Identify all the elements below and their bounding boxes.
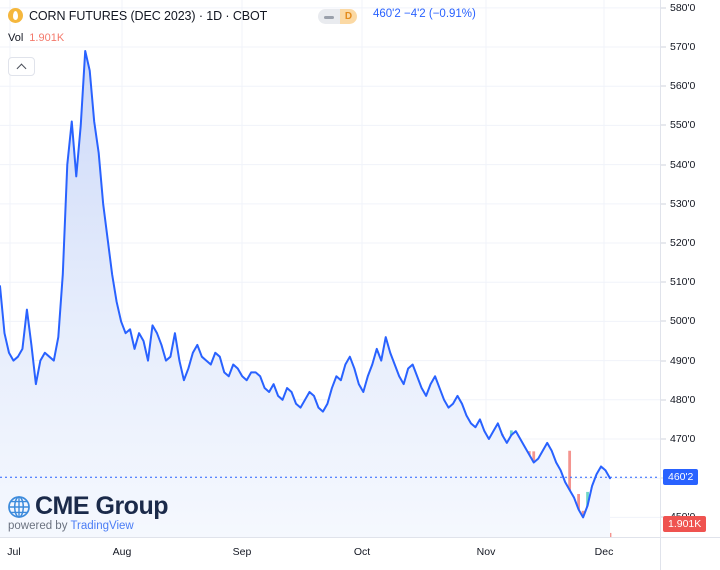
price-tick-mark — [661, 399, 666, 401]
interval-toggle[interactable]: D — [318, 9, 357, 24]
price-tick-label: 540'0 — [670, 158, 696, 171]
volume-value: 1.901K — [29, 32, 65, 44]
price-tick-label: 570'0 — [670, 41, 696, 54]
chart-legend: CORN FUTURES (DEC 2023) · 1D · CBOT D 46… — [0, 0, 660, 46]
price-tick-mark — [661, 7, 666, 9]
price-tick-label: 480'0 — [670, 393, 696, 406]
axis-corner — [660, 537, 720, 570]
price-line — [0, 49, 611, 519]
price-tick-mark — [661, 46, 666, 48]
time-tick-label: Nov — [476, 546, 496, 558]
price-tick-label: 560'0 — [670, 80, 696, 93]
price-tick-label: 550'0 — [670, 119, 696, 132]
minus-icon[interactable] — [318, 9, 340, 24]
current-price-badge[interactable]: 460'2 — [663, 469, 699, 486]
price-tick-mark — [661, 85, 666, 87]
price-tick-label: 580'0 — [670, 1, 696, 14]
time-tick-label: Aug — [112, 546, 132, 558]
time-tick-label: Oct — [353, 546, 371, 558]
price-tick-label: 500'0 — [670, 315, 696, 328]
price-tick-label: 490'0 — [670, 354, 696, 367]
price-tick-mark — [661, 242, 666, 244]
volume-label: Vol — [8, 32, 24, 44]
price-tick-mark — [661, 124, 666, 126]
time-scale[interactable]: Jul Aug Sep Oct Nov Dec — [0, 537, 660, 570]
price-tick-mark — [661, 438, 666, 440]
price-tick-mark — [661, 203, 666, 205]
price-tick-label: 470'0 — [670, 433, 696, 445]
price-quote: 460'2 −4'2 (−0.91%) — [373, 8, 476, 20]
price-tick-mark — [661, 164, 666, 166]
price-scale[interactable]: 580'0 570'0 560'0 550'0 540'0 530'0 520'0 510'0… — [660, 0, 720, 559]
price-tick-label: 510'0 — [670, 276, 696, 289]
chevron-up-icon — [18, 63, 26, 71]
symbol-row[interactable]: CORN FUTURES (DEC 2023) · 1D · CBOT — [8, 8, 267, 23]
time-tick-label: Sep — [232, 546, 252, 558]
volume-badge[interactable]: 1.901K — [663, 516, 707, 532]
price-tick-mark — [661, 360, 666, 362]
price-area-fill — [0, 50, 610, 537]
price-tick-mark — [661, 320, 666, 322]
time-tick-label: Dec — [594, 546, 614, 558]
symbol-title[interactable]: CORN FUTURES (DEC 2023) · 1D · CBOT — [29, 8, 268, 23]
price-tick-label: 530'0 — [670, 197, 696, 210]
price-area-chart — [0, 0, 660, 537]
corn-futures-logo-icon — [8, 8, 23, 23]
time-tick-label: Jul — [7, 546, 21, 558]
volume-legend: Vol 1.901K — [8, 32, 64, 44]
collapse-pane-button[interactable] — [8, 57, 35, 76]
chart-plot-area[interactable] — [0, 0, 660, 537]
interval-badge-label[interactable]: D — [340, 9, 357, 24]
price-tick-mark — [661, 281, 666, 283]
price-tick-label: 520'0 — [670, 237, 696, 250]
